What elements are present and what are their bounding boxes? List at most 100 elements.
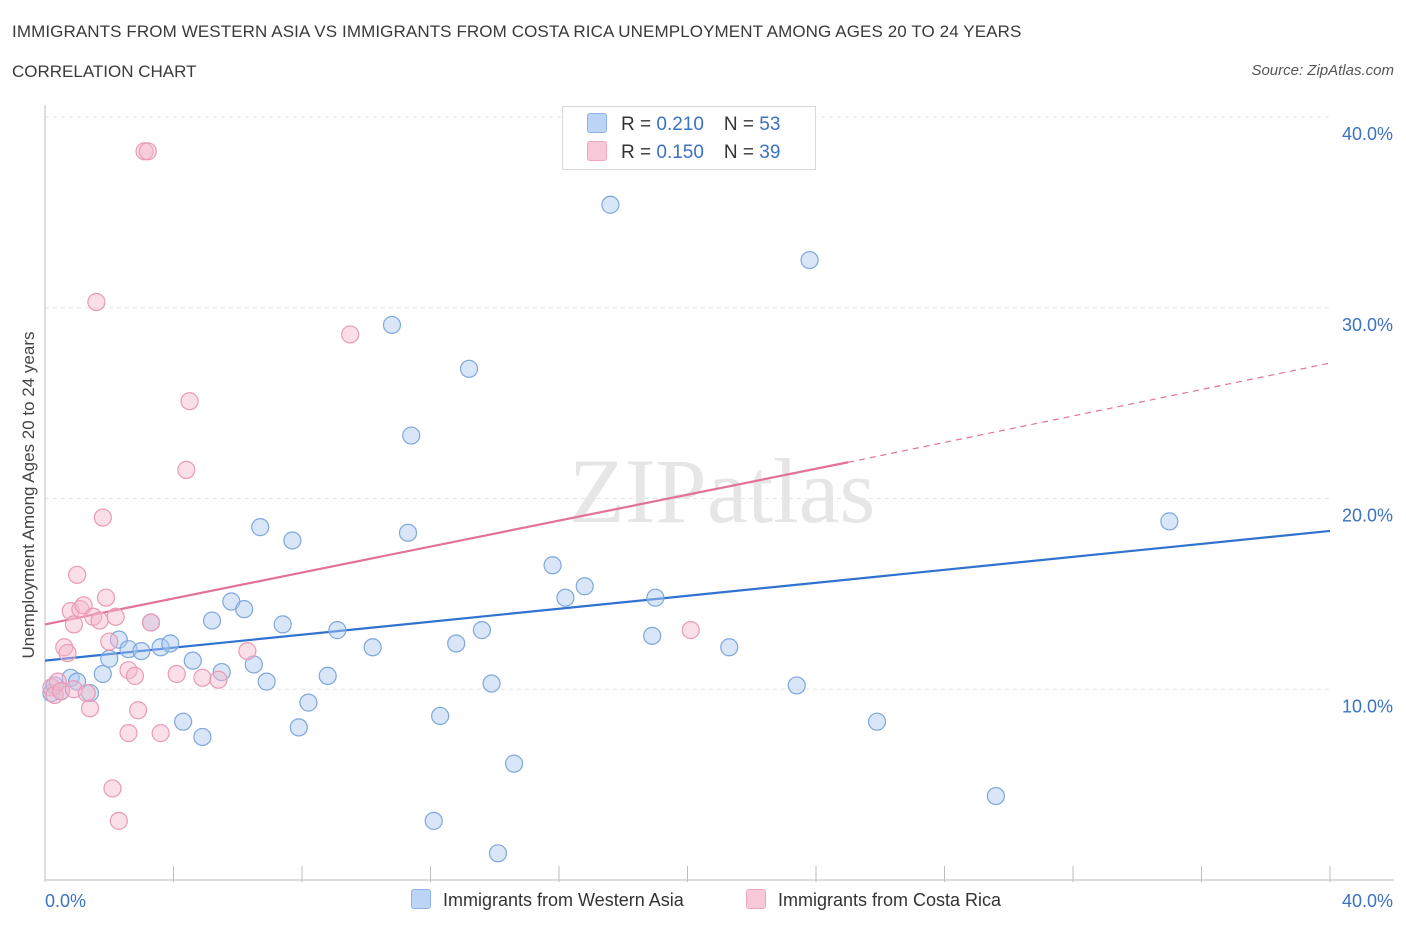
x-tick-label-max: 40.0%: [1342, 891, 1393, 911]
legend-r-costa-rica: 0.150: [656, 142, 704, 163]
point-1-2: [48, 672, 67, 691]
point-0-27: [299, 693, 318, 712]
watermark: ZIPatlas: [569, 440, 876, 542]
legend-r-western-asia: 0.210: [656, 114, 704, 135]
legend-swatch-pink: [587, 141, 607, 161]
point-0-23: [257, 672, 276, 691]
point-0-13: [161, 634, 180, 653]
point-1-29: [167, 664, 186, 684]
point-0-35: [431, 706, 450, 726]
point-1-22: [119, 724, 138, 743]
point-0-31: [382, 315, 402, 335]
point-0-33: [402, 426, 421, 445]
point-0-39: [482, 674, 501, 693]
point-0-14: [174, 712, 193, 731]
trend-extension-1: [848, 362, 1331, 463]
chart-title: IMMIGRANTS FROM WESTERN ASIA VS IMMIGRAN…: [12, 22, 1022, 41]
point-0-36: [447, 634, 466, 653]
data-points: [42, 142, 1179, 863]
y-axis-label: Unemployment Among Ages 20 to 24 years: [19, 332, 38, 659]
point-1-24: [129, 701, 148, 720]
point-0-40: [488, 844, 508, 863]
point-1-32: [193, 668, 212, 687]
point-1-38: [77, 683, 96, 703]
legend-swatch-blue: [587, 113, 607, 133]
legend-swatch-blue-bottom: [411, 889, 431, 909]
point-0-24: [273, 615, 292, 634]
point-1-14: [90, 611, 109, 630]
point-0-34: [424, 811, 443, 830]
point-1-33: [209, 670, 228, 689]
legend-label-costa-rica: Immigrants from Costa Rica: [778, 890, 1002, 910]
legend-label-western-asia: Immigrants from Western Asia: [443, 890, 684, 910]
point-0-22: [251, 518, 270, 537]
point-1-16: [96, 588, 116, 607]
point-1-4: [55, 638, 74, 657]
point-1-26: [138, 142, 157, 161]
point-1-28: [151, 724, 170, 743]
point-0-26: [289, 718, 308, 737]
point-0-43: [556, 588, 575, 607]
point-1-36: [681, 621, 700, 640]
legend-n-costa-rica: 39: [759, 142, 781, 163]
point-1-35: [341, 325, 360, 344]
point-0-6: [93, 664, 112, 684]
point-0-51: [867, 712, 887, 731]
point-1-8: [68, 565, 87, 584]
point-0-7: [100, 649, 119, 668]
legend-item-costa-rica: Immigrants from Costa Rica: [746, 889, 1001, 911]
point-0-44: [575, 577, 594, 596]
point-0-49: [787, 676, 806, 695]
point-0-48: [720, 638, 739, 657]
point-0-52: [986, 786, 1006, 806]
point-0-50: [800, 250, 819, 270]
legend-n-western-asia: 53: [759, 114, 781, 135]
legend-swatch-pink-bottom: [746, 889, 766, 909]
correlation-legend: R = 0.210 N = 53 R = 0.150 N = 39: [562, 106, 816, 170]
point-0-46: [643, 626, 662, 645]
point-1-11: [80, 699, 100, 718]
x-tick-label-min: 0.0%: [45, 891, 86, 911]
trend-lines: [44, 362, 1331, 662]
trend-line-0: [44, 529, 1331, 662]
point-1-17: [100, 632, 119, 651]
point-0-25: [283, 531, 302, 550]
point-1-15: [93, 508, 112, 527]
tick-labels: 10.0% 20.0% 30.0% 40.0% 0.0% 40.0%: [45, 124, 1393, 911]
chart-source: Source: ZipAtlas.com: [1251, 62, 1394, 79]
point-1-30: [177, 460, 196, 479]
point-0-45: [601, 195, 620, 214]
point-1-19: [106, 607, 125, 626]
point-1-34: [238, 641, 257, 661]
axes: [44, 105, 1394, 882]
legend-row-western-asia: R = 0.210 N = 53: [587, 113, 780, 137]
trend-line-1: [44, 461, 849, 626]
point-0-12: [151, 638, 170, 657]
legend-row-costa-rica: R = 0.150 N = 39: [587, 141, 780, 165]
point-1-27: [141, 613, 161, 632]
point-0-20: [235, 600, 254, 619]
point-0-29: [328, 621, 347, 640]
point-0-32: [398, 523, 418, 542]
chart-subtitle: CORRELATION CHART: [12, 62, 197, 81]
point-0-30: [363, 638, 382, 657]
point-0-16: [193, 727, 212, 747]
point-0-37: [459, 359, 479, 378]
point-1-18: [103, 779, 122, 798]
point-1-23: [125, 666, 145, 685]
point-0-10: [132, 641, 151, 661]
legend-item-western-asia: Immigrants from Western Asia: [411, 889, 684, 911]
y-tick-label-10: 10.0%: [1342, 696, 1393, 716]
point-0-53: [1160, 512, 1179, 531]
point-1-5: [58, 643, 77, 663]
y-tick-label-40: 40.0%: [1342, 124, 1393, 144]
point-1-13: [87, 292, 106, 312]
point-1-7: [64, 615, 84, 634]
point-0-38: [472, 621, 491, 640]
y-tick-label-30: 30.0%: [1342, 315, 1393, 335]
point-1-20: [109, 811, 128, 830]
point-0-41: [504, 754, 524, 773]
point-0-28: [318, 666, 337, 685]
point-0-47: [646, 588, 665, 607]
